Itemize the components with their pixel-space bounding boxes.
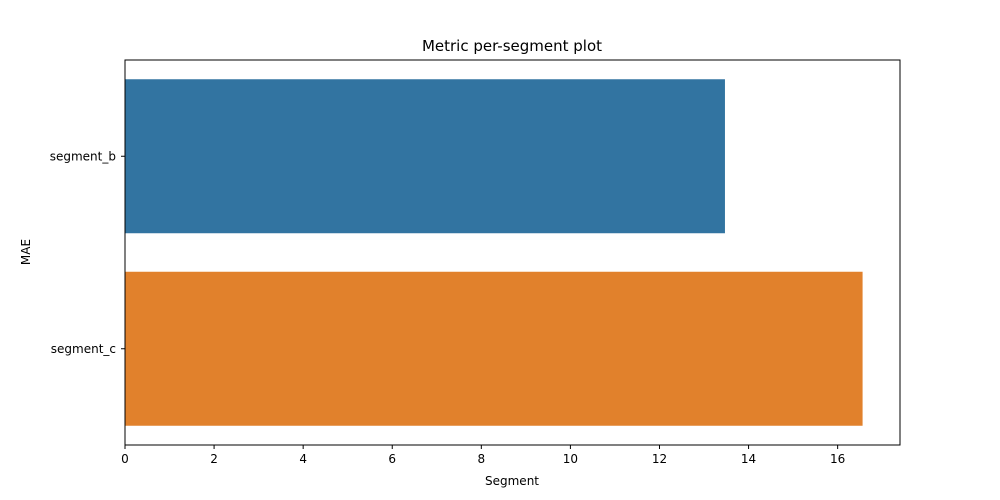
x-tick-label: 2 <box>210 452 218 466</box>
x-tick-label: 16 <box>830 452 845 466</box>
x-tick-label: 10 <box>563 452 578 466</box>
y-tick-label: segment_c <box>51 342 116 356</box>
bar-segment_b <box>125 79 725 234</box>
x-tick-label: 0 <box>121 452 129 466</box>
x-tick-label: 14 <box>741 452 756 466</box>
x-tick-label: 6 <box>388 452 396 466</box>
x-tick-label: 8 <box>478 452 486 466</box>
plot-frame <box>124 59 901 446</box>
x-tick-label: 4 <box>299 452 307 466</box>
bar-segment_c <box>125 271 863 426</box>
y-ticks-group: segment_b segment_c <box>50 149 125 356</box>
x-tick-label: 12 <box>652 452 667 466</box>
x-ticks-group: 0 2 4 6 8 10 12 14 16 <box>121 445 845 466</box>
y-tick-label: segment_b <box>50 149 116 163</box>
chart-title: Metric per-segment plot <box>422 37 602 55</box>
x-axis-label: Segment <box>485 474 539 488</box>
y-axis-label: MAE <box>19 239 33 265</box>
bars-group <box>125 79 863 426</box>
